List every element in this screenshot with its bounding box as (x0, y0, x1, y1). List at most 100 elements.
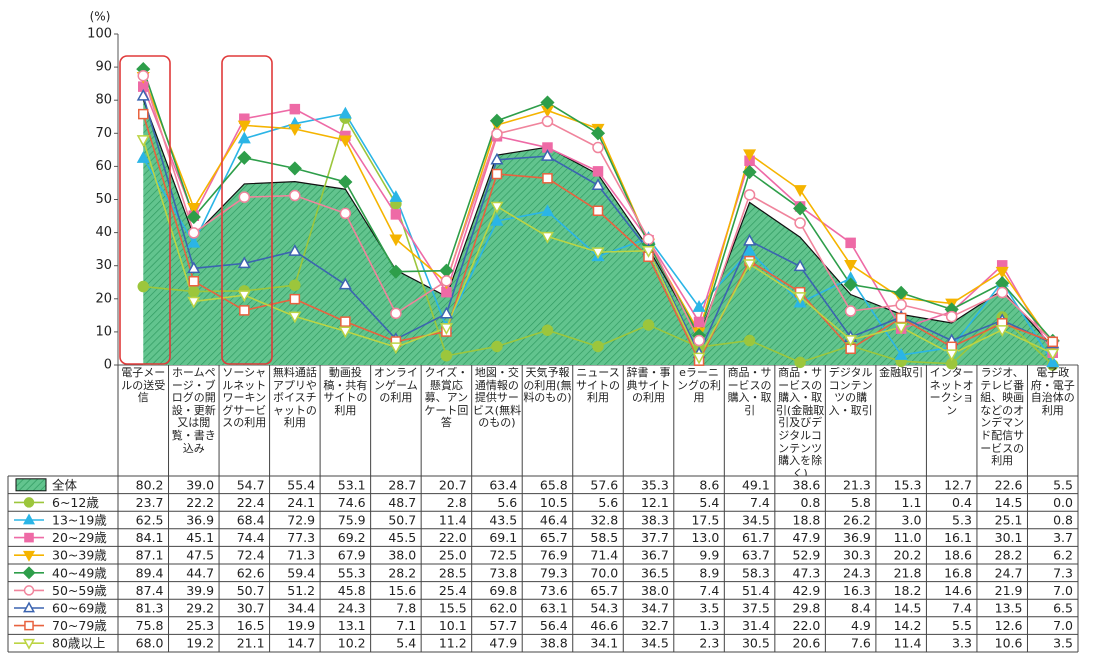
marker (137, 69, 150, 82)
table-value: 46.6 (590, 618, 618, 633)
table-value: 22.4 (237, 495, 265, 510)
y-tick-label: 100 (87, 27, 112, 42)
marker (743, 149, 757, 162)
table-value: 30.7 (237, 601, 265, 616)
table-value: 3.7 (1053, 530, 1073, 545)
marker (288, 124, 302, 137)
table-value: 22.2 (186, 495, 214, 510)
marker (388, 264, 403, 279)
marker (743, 189, 756, 201)
table-value: 5.6 (497, 495, 517, 510)
marker (289, 189, 301, 202)
table-value: 51.4 (742, 583, 770, 598)
table-value: 87.4 (136, 583, 164, 598)
table-value: 11.2 (439, 636, 467, 651)
x-tick-label: eラーニングの利用 (677, 367, 722, 405)
marker (1046, 348, 1060, 361)
table-value: 14.7 (287, 636, 315, 651)
table-value: 73.8 (489, 565, 517, 580)
category-cell: 金融取引 (879, 367, 923, 379)
table-value: 12.6 (995, 618, 1023, 633)
highlight-box (119, 55, 171, 365)
table-value: 30.1 (995, 530, 1023, 545)
marker (540, 95, 555, 110)
table-value: 51.2 (287, 583, 315, 598)
marker (793, 185, 807, 197)
table-value: 54.7 (237, 477, 265, 492)
marker (1047, 336, 1058, 348)
marker (490, 152, 504, 165)
table-value: 20.6 (793, 636, 821, 651)
table-value: 63.7 (742, 548, 770, 563)
y-tick-label: 40 (95, 225, 112, 240)
table-value: 47.9 (793, 530, 821, 545)
legend-marker (23, 550, 35, 562)
table-value: 29.2 (186, 601, 214, 616)
table-value: 65.7 (540, 530, 568, 545)
marker (389, 190, 403, 202)
marker (289, 293, 301, 305)
marker (692, 300, 706, 312)
marker (239, 305, 250, 316)
marker (237, 150, 252, 165)
legend-marker (24, 532, 34, 543)
table-value: 46.4 (540, 513, 568, 528)
table-value: 8.9 (699, 565, 719, 580)
category-cell: オンラインゲームの利用 (374, 367, 418, 404)
table-value: 35.3 (641, 477, 669, 492)
table-value: 43.5 (489, 513, 517, 528)
table-value: 69.1 (489, 530, 517, 545)
table-value: 21.8 (894, 565, 922, 580)
legend-marker (23, 497, 35, 508)
table-value: 5.5 (1053, 477, 1073, 492)
table-value: 65.8 (540, 477, 568, 492)
table-value: 3.5 (699, 601, 719, 616)
table-value: 54.3 (590, 601, 618, 616)
table-value: 12.7 (944, 477, 972, 492)
table-value: 16.5 (237, 618, 265, 633)
table-value: 57.6 (590, 477, 618, 492)
table-value: 49.1 (742, 477, 770, 492)
table-value: 2.8 (447, 495, 467, 510)
table-value: 50.7 (388, 513, 416, 528)
table-value: 56.4 (540, 618, 568, 633)
category-cell: 商品・サービスの購入・取引 (728, 367, 772, 417)
legend-marker (23, 585, 35, 596)
marker (238, 191, 251, 203)
table-value: 20.7 (439, 477, 467, 492)
table-value: 26.2 (843, 513, 871, 528)
category-cell: インターネットオークション (930, 367, 974, 417)
table-value: 10.6 (995, 636, 1023, 651)
table-value: 58.5 (590, 530, 618, 545)
table-value: 6.5 (1053, 601, 1073, 616)
y-axis-label: (%) (90, 10, 111, 24)
table-value: 3.5 (1053, 636, 1073, 651)
table-value: 34.5 (641, 636, 669, 651)
legend-label: 70~79歳 (52, 618, 107, 633)
table-value: 16.1 (944, 530, 972, 545)
marker (592, 340, 604, 353)
table-value: 7.4 (699, 583, 719, 598)
category-cell: 動画投稿・共有サイトの利用 (323, 367, 367, 417)
marker (844, 259, 858, 272)
table-value: 24.3 (338, 601, 366, 616)
table-value: 30.5 (742, 636, 770, 651)
table-value: 21.9 (995, 583, 1023, 598)
y-tick-label: 10 (95, 324, 112, 339)
legend-swatch (15, 478, 47, 492)
marker (289, 279, 301, 291)
table-value: 47.3 (793, 565, 821, 580)
marker (895, 312, 907, 324)
table-value: 25.0 (439, 548, 467, 563)
marker (642, 319, 655, 331)
category-cell: 辞書・事典サイトの利用 (627, 367, 671, 404)
marker (187, 203, 201, 215)
marker (895, 299, 907, 311)
table-value: 28.7 (388, 477, 416, 492)
table-value: 63.1 (540, 601, 568, 616)
table-value: 87.1 (136, 548, 164, 563)
table-value: 45.5 (388, 530, 416, 545)
table-value: 34.1 (590, 636, 618, 651)
marker (340, 316, 351, 327)
marker (439, 323, 453, 335)
